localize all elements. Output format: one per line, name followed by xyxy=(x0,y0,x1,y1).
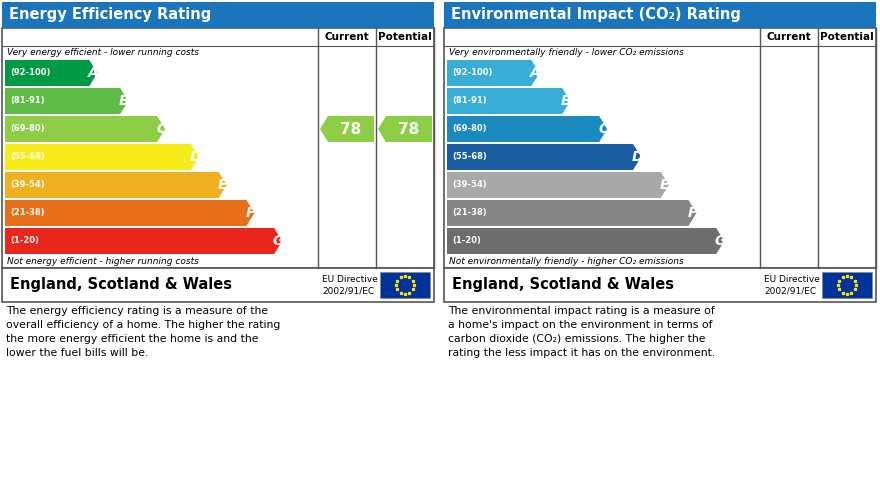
Polygon shape xyxy=(5,228,282,254)
Polygon shape xyxy=(5,144,199,170)
Text: (39-54): (39-54) xyxy=(10,180,45,189)
Text: Very environmentally friendly - lower CO₂ emissions: Very environmentally friendly - lower CO… xyxy=(449,48,684,57)
Polygon shape xyxy=(5,88,128,114)
Polygon shape xyxy=(378,116,432,142)
Text: Very energy efficient - lower running costs: Very energy efficient - lower running co… xyxy=(7,48,199,57)
Bar xyxy=(444,2,876,28)
Polygon shape xyxy=(447,116,607,142)
Text: D: D xyxy=(189,150,201,164)
Text: The energy efficiency rating is a measure of the
overall efficiency of a home. T: The energy efficiency rating is a measur… xyxy=(6,306,281,358)
Bar xyxy=(822,272,872,298)
Text: (21-38): (21-38) xyxy=(452,209,487,217)
Polygon shape xyxy=(5,200,254,226)
Polygon shape xyxy=(447,144,641,170)
Text: D: D xyxy=(631,150,642,164)
Text: (69-80): (69-80) xyxy=(452,125,487,134)
Polygon shape xyxy=(447,60,539,86)
Text: Not environmentally friendly - higher CO₂ emissions: Not environmentally friendly - higher CO… xyxy=(449,257,684,266)
Bar xyxy=(444,268,876,302)
Text: A: A xyxy=(530,66,541,80)
Text: C: C xyxy=(156,122,166,136)
Text: E: E xyxy=(218,178,228,192)
Bar xyxy=(2,2,434,28)
Text: 78: 78 xyxy=(341,121,362,137)
Text: England, Scotland & Wales: England, Scotland & Wales xyxy=(10,278,232,292)
Text: Potential: Potential xyxy=(820,32,874,42)
Text: Environmental Impact (CO₂) Rating: Environmental Impact (CO₂) Rating xyxy=(451,7,741,23)
Bar xyxy=(2,268,434,302)
Text: E: E xyxy=(660,178,670,192)
Text: G: G xyxy=(273,234,284,248)
Text: G: G xyxy=(715,234,726,248)
Polygon shape xyxy=(447,88,570,114)
Polygon shape xyxy=(5,60,98,86)
Polygon shape xyxy=(5,116,165,142)
Text: Current: Current xyxy=(766,32,811,42)
Polygon shape xyxy=(447,200,696,226)
Text: C: C xyxy=(598,122,608,136)
Text: (1-20): (1-20) xyxy=(10,237,39,246)
Text: B: B xyxy=(119,94,129,108)
Polygon shape xyxy=(320,116,374,142)
Text: (39-54): (39-54) xyxy=(452,180,487,189)
Text: (92-100): (92-100) xyxy=(452,69,493,77)
Text: (92-100): (92-100) xyxy=(10,69,50,77)
Polygon shape xyxy=(447,228,724,254)
Text: (69-80): (69-80) xyxy=(10,125,45,134)
Text: Not energy efficient - higher running costs: Not energy efficient - higher running co… xyxy=(7,257,199,266)
Text: EU Directive
2002/91/EC: EU Directive 2002/91/EC xyxy=(764,275,820,295)
Text: Current: Current xyxy=(325,32,370,42)
Text: B: B xyxy=(561,94,571,108)
Text: England, Scotland & Wales: England, Scotland & Wales xyxy=(452,278,674,292)
Text: F: F xyxy=(688,206,697,220)
Text: 78: 78 xyxy=(399,121,420,137)
Text: EU Directive
2002/91/EC: EU Directive 2002/91/EC xyxy=(322,275,378,295)
Text: (55-68): (55-68) xyxy=(452,152,487,162)
Bar xyxy=(2,28,434,268)
Text: (81-91): (81-91) xyxy=(452,97,487,106)
Text: Potential: Potential xyxy=(378,32,432,42)
Text: (1-20): (1-20) xyxy=(452,237,480,246)
Text: The environmental impact rating is a measure of
a home's impact on the environme: The environmental impact rating is a mea… xyxy=(448,306,715,358)
Text: (81-91): (81-91) xyxy=(10,97,45,106)
Text: (55-68): (55-68) xyxy=(10,152,45,162)
Bar xyxy=(444,28,876,268)
Polygon shape xyxy=(447,172,669,198)
Text: A: A xyxy=(88,66,99,80)
Polygon shape xyxy=(5,172,227,198)
Bar xyxy=(380,272,430,298)
Text: (21-38): (21-38) xyxy=(10,209,45,217)
Text: Energy Efficiency Rating: Energy Efficiency Rating xyxy=(9,7,211,23)
Text: F: F xyxy=(246,206,255,220)
